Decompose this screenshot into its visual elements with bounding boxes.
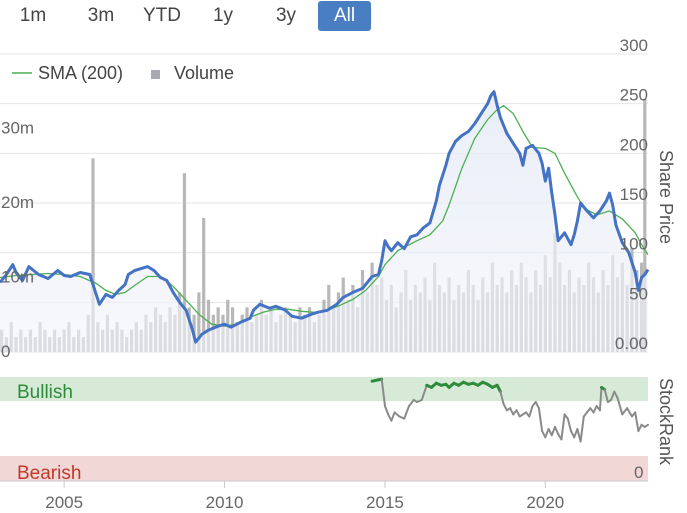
x-tick-label: 2005	[45, 493, 83, 512]
stockrank-lines	[370, 377, 649, 443]
legend-sma-label[interactable]: SMA (200)	[38, 63, 123, 83]
legend-volume-swatch	[151, 70, 160, 79]
volume-bar	[202, 217, 206, 352]
stockrank-segment	[495, 383, 502, 394]
stockrank-axis-title: StockRank	[656, 378, 676, 466]
range-button-1m[interactable]: 1m	[19, 5, 47, 26]
range-button-all[interactable]: All	[318, 1, 371, 31]
legend: SMA (200) Volume	[12, 63, 234, 83]
x-tick-label: 2020	[526, 493, 564, 512]
range-button-3y[interactable]: 3y	[275, 5, 297, 26]
stockrank-segment	[603, 388, 609, 403]
volume-bar	[206, 299, 211, 352]
stockrank-zero-label: 0	[634, 463, 643, 482]
price-tick-label: 300	[620, 36, 648, 55]
stockrank-segment	[393, 411, 401, 418]
bullish-zone	[0, 377, 648, 401]
price-axis-title: Share Price	[656, 150, 676, 244]
stockrank-segment	[610, 390, 616, 401]
bearish-label: Bearish	[17, 463, 81, 484]
bullish-label: Bullish	[17, 382, 73, 403]
stockrank-segment	[509, 407, 515, 416]
sma-line	[0, 104, 649, 327]
stockrank-segment	[403, 405, 410, 420]
stockrank-segment	[613, 390, 619, 399]
stockrank-segment	[592, 405, 598, 414]
stockrank-segment	[390, 411, 396, 422]
x-axis-ticks: 2005 2010 2015 2020	[45, 481, 564, 512]
stockrank-segment	[643, 423, 649, 428]
stockrank-segment	[560, 413, 566, 441]
price-line	[0, 90, 650, 344]
volume-bar	[643, 98, 647, 352]
volume-bar	[197, 292, 201, 352]
range-button-ytd[interactable]: YTD	[143, 5, 181, 26]
price-tick-label: 250	[620, 86, 648, 105]
volume-tick-label: 20m	[1, 193, 34, 212]
legend-volume-label[interactable]: Volume	[174, 63, 234, 83]
stockrank-segment	[544, 428, 550, 439]
price-tick-label: 150	[620, 185, 648, 204]
volume-tick-label: 30m	[1, 119, 34, 138]
stockrank-segment	[616, 396, 624, 416]
stockrank-segment	[370, 377, 384, 383]
stockrank-segment	[502, 403, 508, 412]
stockrank-segment	[515, 409, 521, 418]
stockrank-segment	[621, 407, 629, 416]
stockrank-segment	[537, 407, 544, 433]
x-tick-label: 2010	[206, 493, 244, 512]
volume-tick-label: 0	[1, 342, 10, 361]
price-axis-ticks: 300 250 200 150 100 50 0.00	[615, 36, 648, 353]
price-tick-label: 50	[629, 284, 648, 303]
stockrank-segment	[626, 407, 633, 418]
volume-tick-label: 10m	[1, 268, 34, 287]
stockrank-segment	[384, 405, 390, 416]
x-tick-label: 2015	[366, 493, 404, 512]
stockrank-segment	[634, 411, 640, 433]
volume-bar	[91, 158, 95, 352]
stockrank-segment	[380, 378, 386, 408]
price-tick-label: 100	[620, 235, 648, 254]
stockrank-segment	[534, 401, 540, 410]
stockrank-segment	[550, 425, 556, 437]
stockrank-segment	[408, 398, 415, 408]
stockrank-segment	[637, 423, 643, 433]
range-button-1y[interactable]: 1y	[212, 5, 234, 26]
price-tick-label: 0.00	[615, 334, 648, 353]
range-selector: 1m 3m YTD 1y 3y All	[0, 0, 400, 34]
stockrank-segment	[566, 417, 572, 433]
stockrank-segment	[499, 390, 505, 405]
stockrank-segment	[554, 425, 560, 436]
volume-axis-ticks: 30m 20m 10m 0	[1, 119, 34, 362]
stockrank-panel: Bullish Bearish 0 StockRank	[0, 377, 676, 484]
stockrank-segment	[528, 405, 534, 418]
bearish-zone	[0, 456, 648, 481]
stockrank-segment	[579, 415, 585, 443]
stockrank-segment	[598, 386, 603, 412]
volume-bar	[182, 173, 187, 352]
price-tick-label: 200	[620, 135, 648, 154]
price-area	[0, 91, 648, 352]
stockrank-segment	[420, 384, 428, 401]
range-button-3m[interactable]: 3m	[87, 5, 115, 26]
